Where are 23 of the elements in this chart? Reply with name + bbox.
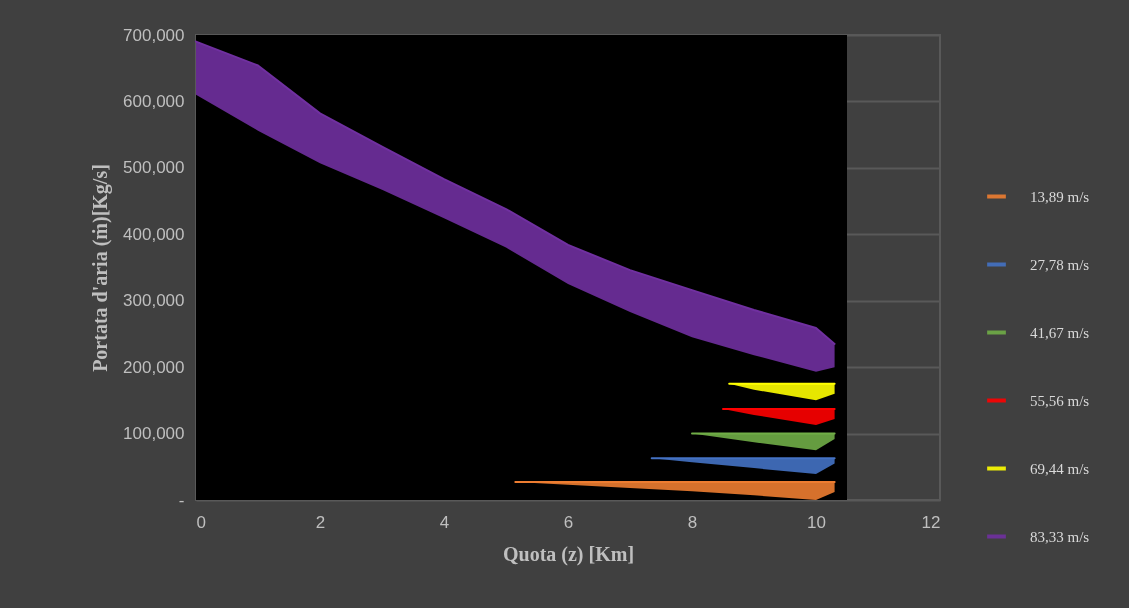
x-tick-label: 8: [687, 512, 698, 532]
y-tick-label: 100,000: [123, 424, 185, 444]
x-tick-label: 2: [315, 512, 326, 532]
legend-label: 41,67 m/s: [1030, 324, 1090, 341]
y-tick-label: 500,000: [123, 158, 185, 178]
y-tick-label: 600,000: [123, 91, 185, 111]
y-tick-label: 400,000: [123, 224, 185, 244]
x-tick-label: 0: [196, 512, 206, 532]
x-tick-label: 4: [439, 512, 450, 532]
legend-label: 69,44 m/s: [1030, 460, 1090, 477]
x-axis-title: Quota (z) [Km]: [502, 542, 635, 566]
y-tick-label: 200,000: [123, 357, 185, 377]
y-tick-label: -: [178, 490, 185, 510]
legend-label: 83,33 m/s: [1030, 528, 1090, 545]
y-tick-label: 300,000: [123, 291, 185, 311]
y-axis-title: Portata d'aria (ṁ)[Kg/s]: [89, 164, 113, 372]
legend-label: 55,56 m/s: [1030, 392, 1090, 409]
x-tick-label: 12: [921, 512, 941, 532]
y-tick-label: 700,000: [123, 25, 185, 45]
legend-label: 27,78 m/s: [1030, 256, 1090, 273]
x-tick-label: 6: [563, 512, 574, 532]
x-tick-label: 10: [807, 512, 826, 532]
legend-label: 13,89 m/s: [1030, 188, 1090, 205]
